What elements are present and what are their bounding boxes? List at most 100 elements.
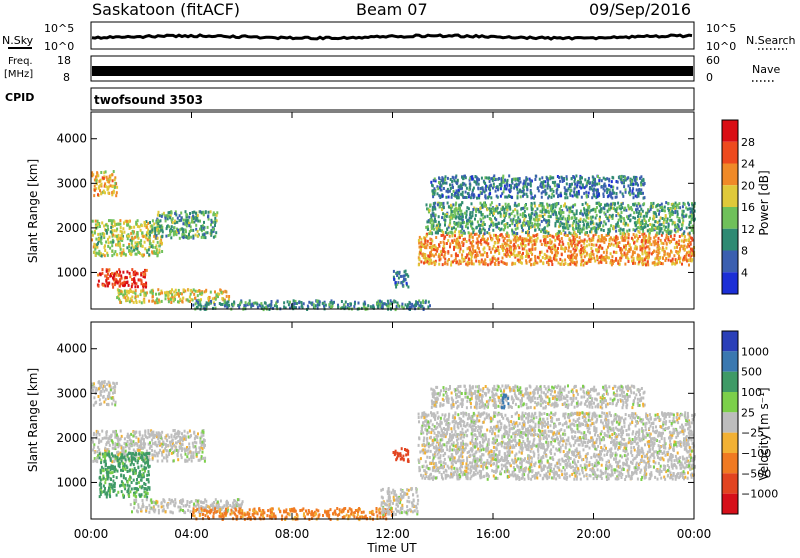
power-cell-r1 (111, 254, 113, 257)
power-cell-r8 (565, 193, 567, 196)
power-cell-r7 (681, 227, 683, 230)
power-cell-r3 (122, 282, 124, 285)
power-cell-r7 (540, 230, 542, 233)
power-cell-r7 (448, 205, 450, 208)
power-cell-r6 (626, 236, 628, 239)
power-cell-r2 (169, 211, 171, 214)
power-cell-r2 (174, 220, 176, 223)
power-cell-r2 (160, 225, 162, 228)
power-cell-r7 (474, 218, 476, 221)
power-cell-r7 (685, 215, 687, 218)
power-cell-r5 (233, 304, 235, 307)
power-cell-r8 (602, 193, 604, 196)
power-cell-r8 (600, 186, 602, 189)
power-cell-r6 (645, 235, 647, 238)
power-cell-r6 (428, 258, 430, 261)
power-cell-r7 (638, 226, 640, 229)
power-cell-r0 (105, 170, 107, 173)
power-cell-r6 (663, 254, 665, 257)
velocity-cell-r1 (182, 443, 184, 446)
power-cell-r6 (447, 250, 449, 253)
power-cell-r5 (308, 301, 310, 304)
power-cell-r3 (109, 275, 111, 278)
power-cell-r8 (611, 180, 613, 183)
power-cell-r3 (134, 282, 136, 285)
power-cell-r6 (516, 236, 518, 239)
power-cell-r1 (140, 229, 142, 232)
velocity-cell-r0 (114, 403, 116, 406)
power-cell-r6 (629, 244, 631, 247)
power-cell-r7 (583, 226, 585, 229)
power-cell-r6 (471, 262, 473, 265)
power-cell-r6 (497, 236, 499, 239)
power-cell-r7 (432, 222, 434, 225)
power-cell-r6 (634, 247, 636, 250)
power-cell-r0 (115, 194, 117, 197)
power-cell-r4 (141, 301, 143, 304)
power-cell-r2 (154, 232, 156, 235)
power-cell-r6 (560, 245, 562, 248)
power-cell-r0 (111, 185, 113, 188)
power-cell-r7 (476, 226, 478, 229)
power-cell-r1 (108, 241, 110, 244)
power-cell-r6 (663, 242, 665, 245)
power-cell-r7 (568, 215, 570, 218)
velocity-cell-r0 (106, 403, 108, 406)
power-cell-r7 (455, 207, 457, 210)
power-cell-r4 (198, 289, 200, 292)
power-cell-r1 (109, 247, 111, 250)
velocity-cell-r1 (95, 459, 97, 462)
power-cell-r7 (621, 211, 623, 214)
power-cell-r7 (615, 214, 617, 217)
power-cell-r6 (613, 244, 615, 247)
power-cell-r6 (688, 259, 690, 262)
velocity-cell-r1 (158, 440, 160, 443)
power-cell-r6 (493, 234, 495, 237)
power-cell-r6 (541, 243, 543, 246)
power-cell-r7 (486, 208, 488, 211)
power-cell-r6 (688, 238, 690, 241)
power-cell-r6 (502, 261, 504, 264)
power-cell-r7 (439, 205, 441, 208)
power-cell-r7 (575, 221, 577, 224)
power-cell-r2 (192, 215, 194, 218)
power-cell-r6 (487, 242, 489, 245)
power-cell-r6 (451, 239, 453, 242)
power-cell-r6 (545, 235, 547, 238)
power-cell-r7 (540, 210, 542, 213)
velocity-cell-r1 (195, 450, 197, 453)
power-cell-r3 (119, 278, 121, 281)
power-cell-r7 (517, 227, 519, 230)
velocity-cell-r1 (120, 430, 122, 433)
velocity-heatmap-cells (91, 380, 696, 521)
power-cell-r6 (557, 251, 559, 254)
power-cell-r6 (504, 242, 506, 245)
power-cell-r6 (551, 263, 553, 266)
power-cell-r2 (202, 233, 204, 236)
power-cell-r8 (566, 182, 568, 185)
power-cell-r6 (679, 261, 681, 264)
velocity-cell-r0 (98, 387, 100, 390)
power-cell-r8 (541, 176, 543, 179)
power-cell-r1 (152, 219, 154, 222)
power-cell-r8 (513, 187, 515, 190)
power-cell-r8 (630, 183, 632, 186)
power-cell-r6 (498, 252, 500, 255)
power-cell-r8 (497, 186, 499, 189)
power-cell-r8 (633, 183, 635, 186)
power-cell-r7 (669, 211, 671, 214)
power-cell-r1 (99, 233, 101, 236)
power-cell-r3 (108, 268, 110, 271)
power-cell-r4 (193, 288, 195, 291)
power-cell-r3 (112, 283, 114, 286)
power-cell-r1 (111, 244, 113, 247)
power-cell-r1 (128, 245, 130, 248)
power-cell-r2 (157, 214, 159, 217)
power-cell-r2 (201, 211, 203, 214)
power-cell-r7 (500, 215, 502, 218)
power-cell-r6 (586, 244, 588, 247)
power-cell-r7 (462, 232, 464, 235)
velocity-cell-r1 (188, 451, 190, 454)
power-cell-r7 (513, 231, 515, 234)
power-cell-r7 (587, 223, 589, 226)
